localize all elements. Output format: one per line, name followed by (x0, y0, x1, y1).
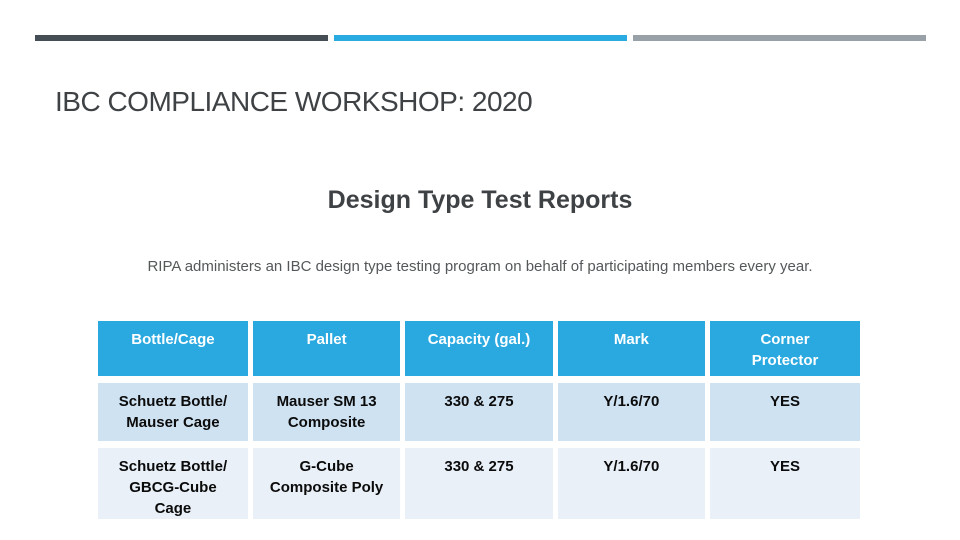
accent-bar-dark (35, 35, 328, 41)
slide-title: IBC COMPLIANCE WORKSHOP: 2020 (55, 86, 533, 117)
table-row: Schuetz Bottle/ Mauser Cage Mauser SM 13… (98, 379, 860, 448)
table-cell-capacity: 330 & 275 (402, 379, 558, 448)
table-header-mark: Mark (555, 321, 711, 383)
table-cell-capacity: 330 & 275 (402, 444, 558, 519)
table-row: Schuetz Bottle/ GBCG-Cube Cage G-Cube Co… (98, 444, 860, 519)
table-cell-corner-protector: YES (707, 379, 860, 448)
table-header-bottle-cage: Bottle/Cage (98, 321, 253, 383)
table-cell-pallet: G-Cube Composite Poly (250, 444, 406, 519)
table-cell-pallet: Mauser SM 13 Composite (250, 379, 406, 448)
table-cell-mark: Y/1.6/70 (555, 444, 711, 519)
design-test-report-table: Bottle/Cage Pallet Capacity (gal.) Mark … (98, 321, 860, 519)
body-text: RIPA administers an IBC design type test… (147, 258, 813, 275)
table-header-capacity: Capacity (gal.) (402, 321, 558, 383)
table-cell-mark: Y/1.6/70 (555, 379, 711, 448)
table-cell-corner-protector: YES (707, 444, 860, 519)
table-header-row: Bottle/Cage Pallet Capacity (gal.) Mark … (98, 321, 860, 383)
table-header-pallet: Pallet (250, 321, 406, 383)
slide-subtitle: Design Type Test Reports (327, 186, 633, 214)
table-cell-bottle-cage: Schuetz Bottle/ Mauser Cage (98, 379, 253, 448)
table-header-corner-protector: Corner Protector (707, 321, 860, 383)
accent-bar-gray (633, 35, 926, 41)
accent-bar-blue (334, 35, 627, 41)
table-cell-bottle-cage: Schuetz Bottle/ GBCG-Cube Cage (98, 444, 253, 519)
accent-bars (35, 35, 926, 41)
